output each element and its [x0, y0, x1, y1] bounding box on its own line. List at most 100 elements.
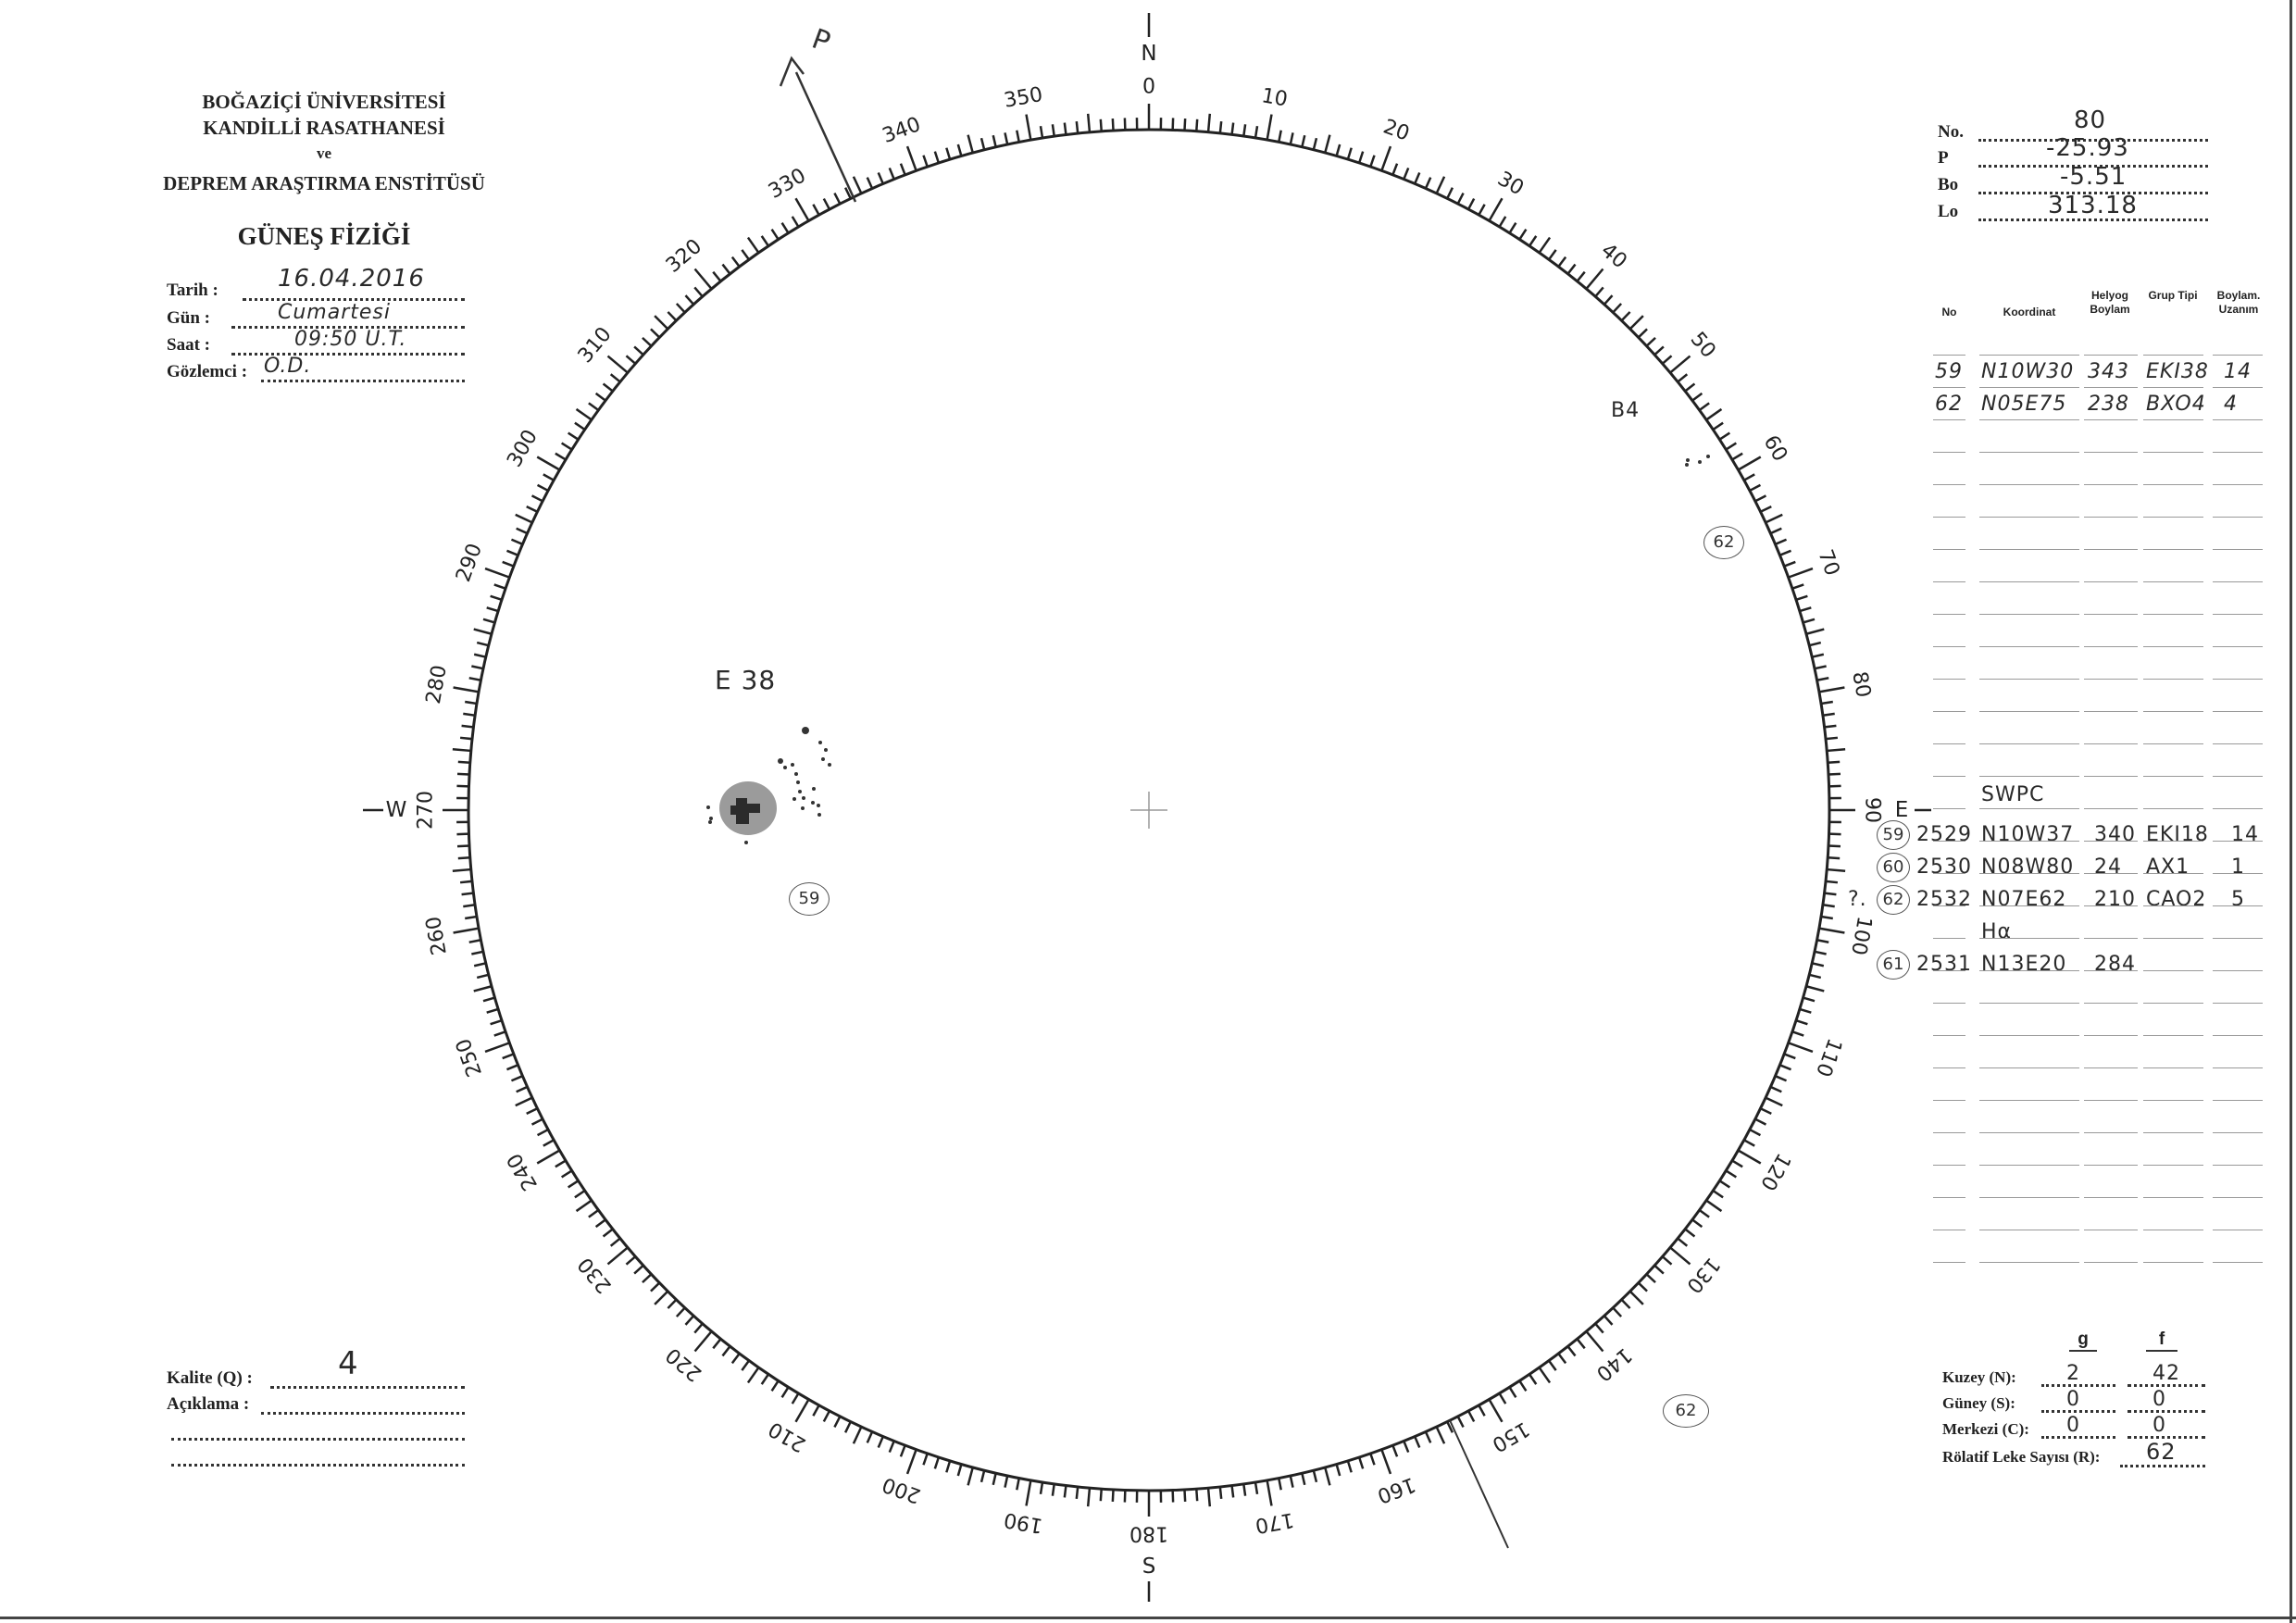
- swpc-type[interactable]: AX1: [2146, 855, 2190, 879]
- remark-line-2[interactable]: [171, 1438, 465, 1441]
- dial-tick: [654, 315, 669, 331]
- row-longitude[interactable]: 238: [2088, 393, 2129, 416]
- dial-tick: [1814, 950, 1827, 955]
- swpc-long[interactable]: 284: [2094, 953, 2136, 976]
- count-g-line: [2041, 1384, 2115, 1387]
- table-rule: [2213, 452, 2263, 453]
- dial-tick: [1653, 1264, 1665, 1275]
- dial-tick: [1731, 452, 1743, 461]
- row-coordinate[interactable]: N05E75: [1981, 393, 2067, 416]
- swpc-coord[interactable]: N10W37: [1981, 823, 2075, 846]
- count-f-value[interactable]: 0: [2152, 1388, 2166, 1411]
- swpc-noaa[interactable]: 2531: [1916, 953, 1972, 976]
- sunspot-dot: [1706, 455, 1710, 458]
- swpc-coord[interactable]: N07E62: [1981, 888, 2067, 911]
- dial-tick: [609, 1237, 621, 1247]
- dial-tick: [1557, 256, 1567, 268]
- count-g-value[interactable]: 0: [2066, 1414, 2080, 1437]
- dial-label: 180: [1129, 1522, 1168, 1545]
- row-no[interactable]: 59: [1935, 360, 1963, 383]
- observer-value[interactable]: O.D.: [264, 355, 312, 378]
- swpc-coord[interactable]: N08W80: [1981, 855, 2075, 879]
- row-type[interactable]: BXO4: [2146, 393, 2206, 416]
- swpc-ext[interactable]: 14: [2231, 823, 2259, 846]
- dial-tick: [1206, 113, 1212, 132]
- dial-tick: [730, 1353, 741, 1365]
- dial-tick: [1799, 606, 1812, 613]
- swpc-ext[interactable]: 5: [2231, 888, 2245, 911]
- swpc-long[interactable]: 340: [2094, 823, 2136, 846]
- dial-tick: [1760, 1107, 1772, 1116]
- swpc-noaa[interactable]: 2530: [1916, 855, 1972, 879]
- swpc-coord[interactable]: N13E20: [1981, 953, 2067, 976]
- dial-tick: [574, 1189, 586, 1199]
- dial-tick: [1312, 1469, 1318, 1483]
- remark-line-3[interactable]: [171, 1464, 465, 1467]
- dial-tick: [1612, 1306, 1623, 1317]
- dial-tick: [490, 1018, 503, 1026]
- lo-value[interactable]: 313.18: [2048, 192, 2138, 219]
- east-label: E: [1895, 798, 1909, 822]
- table-rule: [2143, 581, 2203, 582]
- row-extent[interactable]: 4: [2224, 393, 2238, 416]
- dial-tick: [933, 151, 941, 164]
- table-rule: [2084, 355, 2138, 356]
- row-no[interactable]: 62: [1935, 393, 1963, 416]
- table-rule: [2213, 355, 2263, 356]
- dial-tick: [1737, 456, 1762, 471]
- dial-tick: [791, 216, 800, 228]
- count-g-line: [2041, 1410, 2115, 1413]
- time-value[interactable]: 09:50 U.T.: [294, 328, 407, 351]
- count-label: Merkezi (C):: [1942, 1420, 2029, 1438]
- remark-line-1[interactable]: [261, 1412, 465, 1415]
- dial-tick: [1628, 1290, 1644, 1305]
- dial-tick: [650, 328, 661, 339]
- bo-value[interactable]: -5.51: [2060, 163, 2128, 191]
- dial-tick: [459, 880, 473, 884]
- row-extent[interactable]: 14: [2224, 360, 2252, 383]
- relative-number-value[interactable]: 62: [2146, 1439, 2177, 1465]
- dial-tick: [555, 452, 567, 461]
- swpc-type[interactable]: EKI18: [2146, 823, 2209, 846]
- swpc-type[interactable]: CAO2: [2146, 888, 2207, 911]
- table-rule: [2084, 808, 2138, 809]
- table-rule: [2084, 679, 2138, 680]
- date-value[interactable]: 16.04.2016: [278, 265, 425, 293]
- lo-label: Lo: [1938, 202, 1959, 221]
- row-coordinate[interactable]: N10W30: [1981, 360, 2075, 383]
- swpc-noaa[interactable]: 2532: [1916, 888, 1972, 911]
- relative-number-line: [2120, 1465, 2205, 1467]
- table-rule: [1933, 938, 1965, 939]
- dial-tick: [746, 236, 760, 254]
- p-value[interactable]: -25.93: [2046, 134, 2129, 162]
- swpc-long[interactable]: 210: [2094, 888, 2136, 911]
- dial-tick: [1357, 151, 1365, 164]
- swpc-noaa[interactable]: 2529: [1916, 823, 1972, 846]
- page-edge-bottom: [0, 1617, 2296, 1619]
- dial-tick: [1576, 270, 1586, 282]
- number-value[interactable]: 80: [2074, 106, 2107, 134]
- table-rule: [2084, 419, 2138, 420]
- table-rule: [1979, 938, 2079, 939]
- table-rule: [1979, 1100, 2079, 1101]
- swpc-ext[interactable]: 1: [2231, 855, 2245, 879]
- day-value[interactable]: Cumartesi: [278, 301, 391, 324]
- row-type[interactable]: EKI38: [2146, 360, 2209, 383]
- dial-tick: [1783, 560, 1796, 568]
- count-g-value[interactable]: 2: [2066, 1362, 2080, 1385]
- count-g-value[interactable]: 0: [2066, 1388, 2080, 1411]
- sunspot-dot: [706, 805, 710, 809]
- dial-tick: [905, 145, 917, 171]
- table-rule: [2084, 743, 2138, 744]
- row-longitude[interactable]: 343: [2088, 360, 2129, 383]
- count-f-value[interactable]: 42: [2152, 1362, 2180, 1385]
- swpc-long[interactable]: 24: [2094, 855, 2122, 879]
- table-rule: [2213, 1067, 2263, 1068]
- dial-tick: [473, 985, 493, 993]
- table-rule: [1933, 970, 1965, 971]
- quality-value[interactable]: 4: [338, 1345, 359, 1382]
- dial-tick: [1754, 1117, 1767, 1126]
- swpc-coord[interactable]: Hα: [1981, 920, 2013, 943]
- count-f-value[interactable]: 0: [2152, 1414, 2166, 1437]
- dial-tick: [1075, 120, 1079, 134]
